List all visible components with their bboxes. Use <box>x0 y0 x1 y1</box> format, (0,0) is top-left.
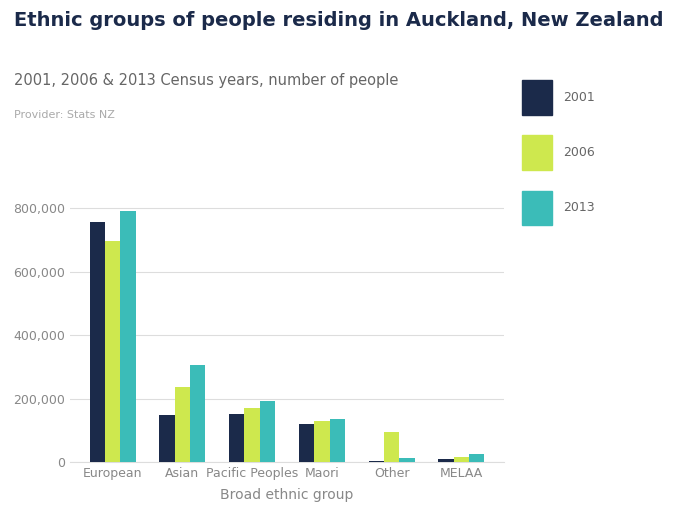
Bar <box>454 457 469 462</box>
Text: 2013: 2013 <box>564 202 595 214</box>
Bar <box>384 433 399 462</box>
Bar <box>299 424 314 462</box>
Bar <box>369 461 384 462</box>
Bar <box>522 80 552 115</box>
Bar <box>469 454 484 462</box>
X-axis label: Broad ethnic group: Broad ethnic group <box>220 488 354 502</box>
Text: 2006: 2006 <box>564 146 595 159</box>
Bar <box>260 401 275 462</box>
Bar <box>90 222 105 462</box>
Bar <box>105 241 120 462</box>
Bar <box>190 365 205 462</box>
Bar <box>399 458 414 462</box>
Bar <box>244 408 260 462</box>
Bar <box>438 458 454 462</box>
Text: Provider: Stats NZ: Provider: Stats NZ <box>14 110 115 120</box>
Bar <box>175 387 190 462</box>
Bar <box>522 135 552 170</box>
Bar <box>120 211 136 462</box>
Bar <box>314 422 330 462</box>
Text: 2001: 2001 <box>564 91 595 104</box>
Bar <box>330 419 345 462</box>
Bar <box>522 191 552 225</box>
Text: Ethnic groups of people residing in Auckland, New Zealand: Ethnic groups of people residing in Auck… <box>14 10 664 29</box>
Bar <box>160 415 175 462</box>
Bar <box>229 414 244 462</box>
Text: 2001, 2006 & 2013 Census years, number of people: 2001, 2006 & 2013 Census years, number o… <box>14 74 398 89</box>
Text: figure.nz: figure.nz <box>585 29 669 46</box>
